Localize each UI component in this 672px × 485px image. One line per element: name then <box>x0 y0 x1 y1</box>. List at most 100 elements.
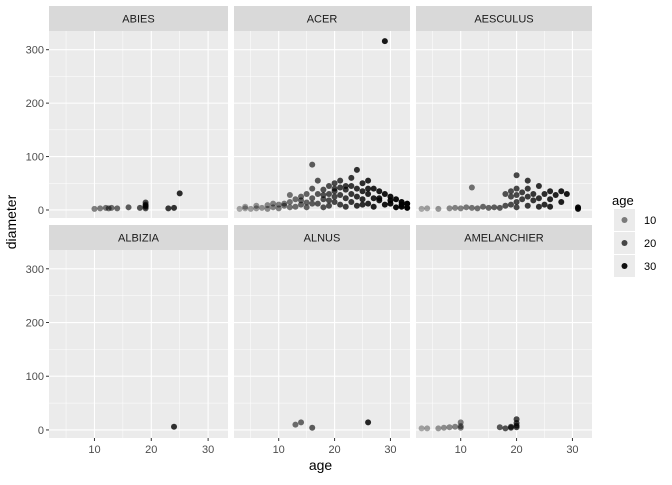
data-point <box>236 205 243 212</box>
x-tick-label: 10 <box>273 444 285 456</box>
panel-bg-alnus <box>234 250 410 438</box>
data-point <box>292 196 299 203</box>
data-point <box>275 201 282 208</box>
data-point <box>513 424 520 431</box>
data-point <box>108 204 115 211</box>
data-point <box>286 192 293 199</box>
data-point <box>353 185 360 192</box>
data-point <box>331 180 338 187</box>
data-point <box>91 205 98 212</box>
data-point <box>491 204 498 211</box>
data-point <box>286 204 293 211</box>
data-point <box>418 425 425 432</box>
data-point <box>541 190 548 197</box>
data-point <box>424 425 431 432</box>
data-point <box>337 177 344 184</box>
data-point <box>242 205 249 212</box>
facet-strip-acer <box>234 6 410 31</box>
data-point <box>320 192 327 199</box>
data-point <box>370 203 377 210</box>
panel-bg-albizia <box>49 250 228 438</box>
data-point <box>320 196 327 203</box>
x-tick-label: 30 <box>566 444 578 456</box>
data-point <box>320 204 327 211</box>
facet-label-amelanchier: AMELANCHIER <box>464 233 544 245</box>
data-point <box>114 205 121 212</box>
data-point <box>370 185 377 192</box>
data-point <box>387 197 394 204</box>
facet-strip-abies <box>49 6 228 31</box>
legend-entry-label: 30 <box>644 261 656 273</box>
data-point <box>365 177 372 184</box>
data-point <box>502 425 509 432</box>
x-tick-label: 20 <box>145 444 157 456</box>
data-point <box>404 204 411 211</box>
data-point <box>309 161 316 168</box>
data-point <box>258 204 265 211</box>
y-tick-label: 0 <box>38 205 44 217</box>
data-point <box>530 197 537 204</box>
data-point <box>342 182 349 189</box>
data-point <box>563 190 570 197</box>
data-point <box>337 192 344 199</box>
legend-title: age <box>612 193 634 208</box>
data-point <box>468 184 475 191</box>
y-tick-label: 200 <box>26 98 44 110</box>
x-tick-label: 30 <box>384 444 396 456</box>
facet-strip-alnus <box>234 225 410 250</box>
data-point <box>457 424 464 431</box>
y-axis-title: diameter <box>3 194 19 249</box>
data-point <box>353 202 360 209</box>
data-point <box>309 185 316 192</box>
legend-key-point <box>621 263 628 269</box>
data-point <box>547 196 554 203</box>
legend-key-point <box>621 240 628 246</box>
data-point <box>558 188 565 195</box>
data-point <box>513 185 520 192</box>
data-point <box>457 419 464 426</box>
data-point <box>513 192 520 199</box>
y-tick-label: 200 <box>26 318 44 330</box>
y-tick-label: 300 <box>26 45 44 57</box>
data-point <box>575 205 582 212</box>
data-point <box>468 204 475 211</box>
data-point <box>547 203 554 210</box>
data-point <box>552 192 559 199</box>
data-point <box>376 195 383 202</box>
data-point <box>331 193 338 200</box>
x-axis-title: age <box>309 457 333 473</box>
data-point <box>359 180 366 187</box>
data-point <box>331 185 338 192</box>
data-point <box>513 416 520 423</box>
y-tick-label: 0 <box>38 425 44 437</box>
panel-bg-aesculus <box>416 31 592 218</box>
data-point <box>463 204 470 211</box>
data-point <box>365 190 372 197</box>
data-point <box>353 166 360 173</box>
data-point <box>370 195 377 202</box>
data-point <box>125 204 132 211</box>
data-point <box>435 425 442 432</box>
panel-bg-abies <box>49 31 228 218</box>
legend-entry-label: 20 <box>644 238 656 250</box>
data-point <box>457 205 464 212</box>
data-point <box>446 205 453 212</box>
data-point <box>513 204 520 211</box>
data-point <box>314 190 321 197</box>
data-point <box>142 202 149 209</box>
data-point <box>393 204 400 211</box>
data-point <box>275 205 282 212</box>
data-point <box>513 198 520 205</box>
x-tick-label: 10 <box>455 444 467 456</box>
data-point <box>513 172 520 179</box>
data-point <box>502 190 509 197</box>
data-point <box>524 185 531 192</box>
data-point <box>325 182 332 189</box>
data-point <box>452 423 459 430</box>
data-point <box>270 200 277 207</box>
data-point <box>435 205 442 212</box>
data-point <box>496 424 503 431</box>
legend-key-bg <box>614 209 635 231</box>
data-point <box>348 174 355 181</box>
facet-strip-aesculus <box>416 6 592 31</box>
